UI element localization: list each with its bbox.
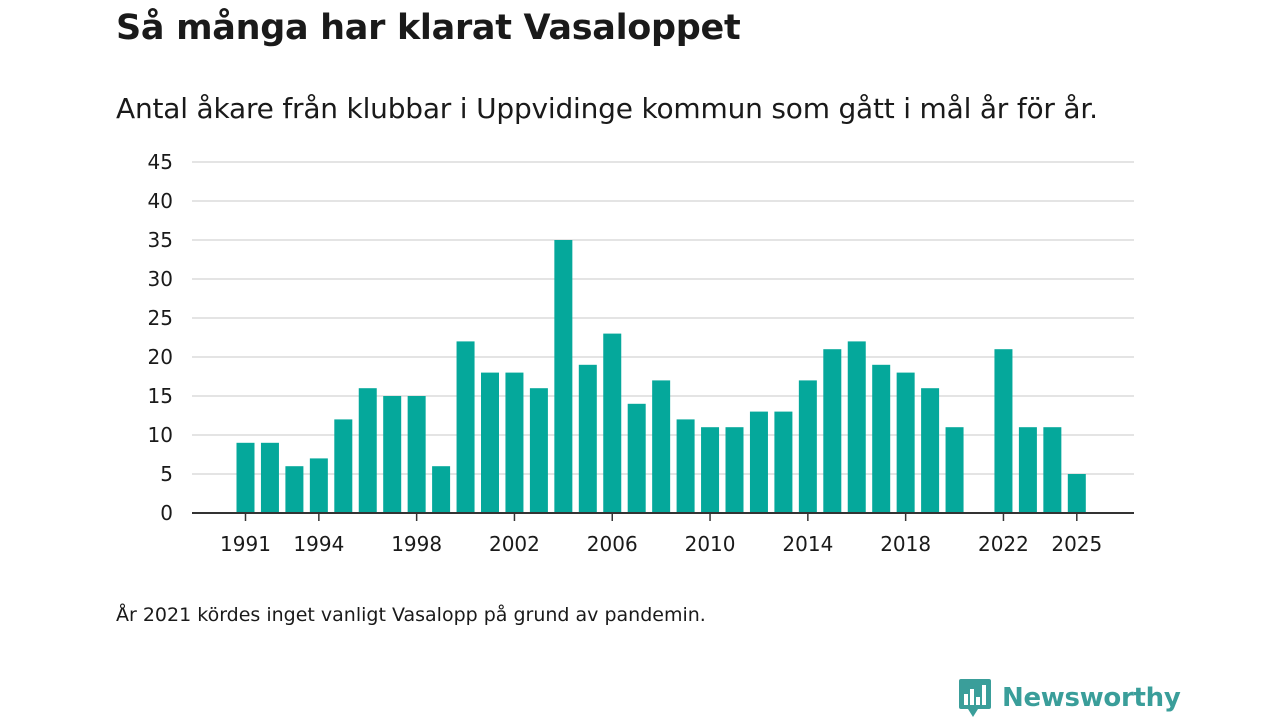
y-tick-label: 15 — [148, 384, 173, 408]
x-tick-label: 1998 — [391, 532, 442, 556]
bar-2016 — [847, 341, 866, 513]
bar-1992 — [260, 442, 279, 513]
bar-2017 — [872, 364, 891, 513]
bar-1998 — [407, 396, 426, 513]
y-tick-labels: 0 5 10 15 20 25 30 35 40 45 — [148, 150, 173, 525]
y-tick-label: 35 — [148, 228, 173, 252]
x-tick-label: 1991 — [220, 532, 271, 556]
bar-2015 — [823, 349, 842, 513]
x-tick-labels: 1991 1994 1998 2002 2006 2010 2014 2018 2022 2025 — [220, 513, 1102, 556]
y-tick-label: 5 — [160, 462, 173, 486]
bar-2014 — [798, 380, 817, 513]
x-tick-label: 2022 — [978, 532, 1029, 556]
y-tick-label: 25 — [148, 306, 173, 330]
bar-1996 — [358, 388, 377, 513]
y-tick-label: 30 — [148, 267, 173, 291]
bar-2013 — [774, 411, 793, 513]
x-tick-label: 2006 — [587, 532, 638, 556]
y-tick-label: 10 — [148, 423, 173, 447]
bar-2003 — [529, 388, 548, 513]
x-tick-label: 2010 — [685, 532, 736, 556]
bar-2018 — [896, 372, 915, 513]
y-tick-label: 0 — [160, 501, 173, 525]
bar-2005 — [578, 364, 597, 513]
y-tick-label: 40 — [148, 189, 173, 213]
x-tick-label: 2018 — [880, 532, 931, 556]
bar-2019 — [921, 388, 940, 513]
newsworthy-brand: Newsworthy — [958, 678, 1181, 718]
bar-2006 — [603, 333, 622, 513]
newsworthy-logo-icon — [959, 679, 991, 717]
bar-1995 — [334, 419, 353, 513]
bar-1997 — [383, 396, 402, 513]
bar-2001 — [481, 372, 499, 513]
footnote: År 2021 kördes inget vanligt Vasalopp på… — [116, 604, 706, 626]
bar-2008 — [652, 380, 671, 513]
y-tick-label: 20 — [148, 345, 173, 369]
bar-2002 — [505, 372, 524, 513]
x-tick-label: 1994 — [293, 532, 344, 556]
bar-2024 — [1043, 427, 1062, 513]
bar-1991 — [236, 442, 255, 513]
x-tick-label: 2002 — [489, 532, 540, 556]
bar-2011 — [725, 427, 744, 513]
bar-2010 — [701, 427, 720, 513]
x-tick-label: 2025 — [1051, 532, 1102, 556]
y-tick-label: 45 — [148, 150, 173, 174]
bars — [236, 240, 1086, 513]
chart-subtitle: Antal åkare från klubbar i Uppvidinge ko… — [116, 92, 1098, 125]
bar-2012 — [749, 411, 768, 513]
brand-name: Newsworthy — [1002, 683, 1181, 713]
bar-1994 — [309, 458, 328, 513]
bar-2004 — [554, 240, 573, 513]
chart-title: Så många har klarat Vasaloppet — [116, 8, 741, 48]
bar-1999 — [432, 466, 451, 513]
bar-2025 — [1067, 474, 1086, 513]
bar-2000 — [456, 341, 475, 513]
bar-1993 — [285, 466, 304, 513]
bar-2007 — [627, 403, 646, 513]
bar-2020 — [945, 427, 964, 513]
bar-2023 — [1018, 427, 1037, 513]
bar-2009 — [676, 419, 695, 513]
x-tick-label: 2014 — [782, 532, 833, 556]
bar-2022 — [994, 349, 1013, 513]
